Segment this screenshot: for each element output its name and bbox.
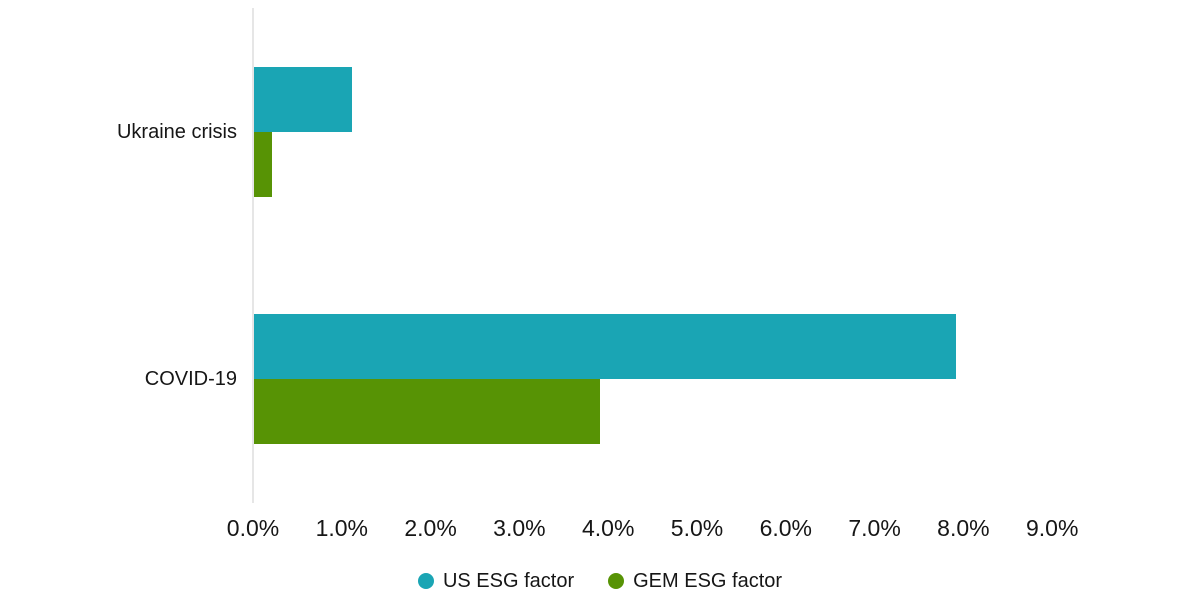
x-tick-label-9-0: 9.0% <box>1025 515 1079 541</box>
x-tick-label-5-0: 5.0% <box>670 515 724 541</box>
legend-label-us-esg-factor: US ESG factor <box>442 570 575 592</box>
bar-us-esg-factor-ukraine-crisis <box>254 66 352 132</box>
legend-item-gem-esg-factor: GEM ESG factor <box>608 566 782 596</box>
legend-dot-icon-us-esg-factor <box>417 573 434 589</box>
x-tick-label-6-0: 6.0% <box>759 515 813 541</box>
bar-gem-esg-factor-covid-19 <box>254 379 601 445</box>
x-tick-label-4-0: 4.0% <box>581 515 635 541</box>
x-tick-label-3-0: 3.0% <box>493 515 546 541</box>
legend: US ESG factor GEM ESG factor <box>0 566 1200 596</box>
legend-label-gem-esg-factor: GEM ESG factor <box>633 570 783 592</box>
category-label-ukraine-crisis: Ukraine crisis <box>116 120 237 143</box>
bar-us-esg-factor-covid-19 <box>254 314 956 380</box>
x-tick-label-1-0: 1.0% <box>315 515 369 541</box>
legend-item-us-esg-factor: US ESG factor <box>417 566 575 596</box>
x-tick-label-2-0: 2.0% <box>404 515 457 541</box>
x-tick-label-0-0: 0.0% <box>226 515 280 541</box>
bar-gem-esg-factor-ukraine-crisis <box>254 131 272 197</box>
y-axis-line <box>252 8 254 503</box>
x-tick-label-8-0: 8.0% <box>937 515 990 541</box>
x-tick-label-7-0: 7.0% <box>848 515 901 541</box>
legend-dot-icon-gem-esg-factor <box>608 573 625 589</box>
category-label-covid-19: COVID-19 <box>144 368 237 391</box>
